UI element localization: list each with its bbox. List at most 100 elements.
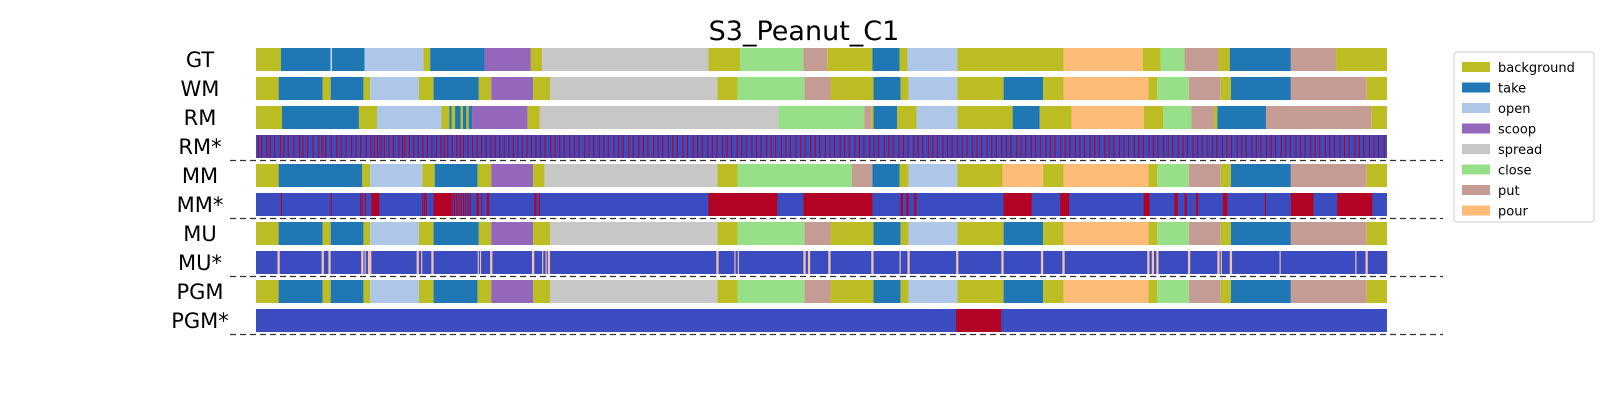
segment-put	[804, 222, 831, 245]
error-mark	[447, 135, 449, 158]
error-mark	[499, 135, 501, 158]
error-mark	[613, 135, 615, 158]
segment-scoop	[491, 77, 534, 100]
error-mark	[1279, 251, 1281, 274]
error-mark	[321, 251, 324, 274]
error-mark	[1319, 135, 1321, 158]
error-mark	[598, 135, 600, 158]
segment-take	[873, 222, 901, 245]
segment-take	[873, 280, 901, 303]
error-mark	[807, 251, 811, 274]
error-mark	[583, 135, 586, 158]
error-mark	[392, 135, 394, 158]
error-mark	[1344, 135, 1346, 158]
error-mark	[1163, 135, 1165, 158]
segment-spread	[550, 222, 718, 245]
error-mark	[1285, 135, 1287, 158]
error-mark	[1054, 135, 1056, 158]
error-mark	[377, 135, 379, 158]
error-mark	[364, 193, 366, 216]
segment-open	[907, 48, 958, 71]
error-mark	[956, 309, 1002, 332]
legend-label-close: close	[1498, 164, 1531, 179]
segment-background	[1220, 77, 1231, 100]
segment-background	[1043, 222, 1064, 245]
segment-background	[1043, 164, 1064, 187]
segment-take	[282, 106, 359, 129]
error-mark	[819, 135, 821, 158]
error-mark	[922, 135, 924, 158]
segment-close	[740, 48, 804, 71]
error-mark	[971, 135, 974, 158]
error-mark	[593, 135, 595, 158]
segment-take	[1229, 48, 1291, 71]
error-mark	[425, 193, 427, 216]
error-mark	[423, 193, 426, 216]
error-mark	[494, 135, 496, 158]
row-mu-star: MU*	[178, 251, 1443, 278]
error-mark	[563, 135, 565, 158]
row-label-mm-star: MM*	[177, 193, 224, 217]
error-mark	[569, 135, 571, 158]
error-mark	[731, 135, 733, 158]
error-mark	[662, 135, 664, 158]
error-mark	[900, 193, 903, 216]
error-mark	[734, 251, 736, 274]
error-mark	[1151, 251, 1155, 274]
error-mark	[1216, 135, 1218, 158]
segment-background	[871, 106, 874, 129]
error-mark	[1348, 135, 1350, 158]
error-mark	[408, 135, 410, 158]
error-mark	[1241, 135, 1243, 158]
segment-spread	[550, 280, 718, 303]
error-mark	[486, 193, 489, 216]
error-mark	[456, 193, 458, 216]
legend-swatch-scoop	[1462, 123, 1490, 134]
error-mark	[1094, 135, 1096, 158]
error-mark	[692, 135, 694, 158]
segment-background	[957, 280, 1004, 303]
segment-background	[717, 280, 738, 303]
segment-background	[530, 48, 543, 71]
error-mark	[1187, 251, 1191, 274]
error-mark	[330, 135, 332, 158]
segment-scoop	[484, 48, 531, 71]
error-mark	[607, 135, 609, 158]
error-mark	[1290, 193, 1314, 216]
error-mark	[451, 135, 453, 158]
error-mark	[995, 135, 997, 158]
error-mark	[707, 135, 709, 158]
row-label-pgm-star: PGM*	[171, 309, 229, 333]
error-mark	[266, 135, 268, 158]
error-mark	[1377, 135, 1380, 158]
error-mark	[306, 135, 309, 158]
segment-pour	[1002, 164, 1044, 187]
error-mark	[1147, 251, 1150, 274]
error-mark	[1003, 193, 1032, 216]
segment-open	[908, 77, 958, 100]
error-mark	[1138, 135, 1140, 158]
segment-take	[331, 48, 365, 71]
error-mark	[355, 135, 357, 158]
error-mark	[1324, 135, 1326, 158]
error-mark	[1001, 251, 1004, 274]
error-mark	[269, 135, 271, 158]
segment-background	[477, 280, 492, 303]
error-mark	[1260, 135, 1262, 158]
segment-background	[827, 48, 873, 71]
error-mark	[1128, 135, 1130, 158]
error-mark	[367, 251, 372, 274]
error-mark	[508, 135, 510, 158]
error-mark	[760, 135, 762, 158]
error-mark	[1192, 135, 1194, 158]
error-mark	[647, 135, 649, 158]
segment-close	[1157, 222, 1190, 245]
error-mark	[957, 135, 959, 158]
error-mark	[573, 135, 575, 158]
segment-background	[422, 164, 435, 187]
error-mark	[588, 135, 590, 158]
error-mark	[617, 135, 620, 158]
error-mark	[360, 193, 362, 216]
segment-close	[737, 77, 805, 100]
